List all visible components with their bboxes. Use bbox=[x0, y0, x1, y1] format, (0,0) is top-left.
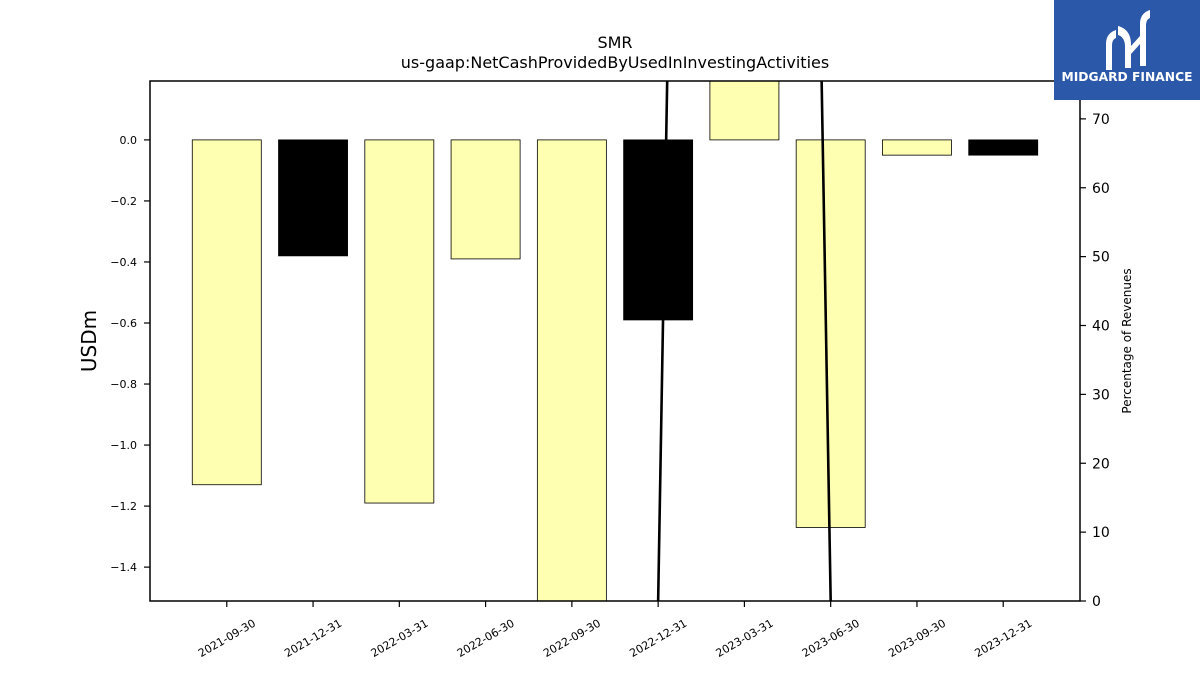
bar-series bbox=[191, 81, 1039, 601]
y-tick-label: −0.6 bbox=[110, 317, 137, 330]
chart-title: SMR bbox=[597, 33, 632, 52]
y2-tick-label: 30 bbox=[1092, 387, 1110, 403]
y2-tick-label: 50 bbox=[1092, 250, 1110, 266]
bar-2021-09-30 bbox=[191, 139, 262, 486]
left-y-axis: 0.0 −0.2 −0.4 −0.6 −0.8 −1.0 −1.2 −1.4 bbox=[110, 134, 150, 574]
y-tick-label: −1.4 bbox=[110, 561, 137, 574]
x-tick-label: 2021-09-30 bbox=[196, 617, 258, 660]
bar-2023-03-31 bbox=[709, 81, 780, 141]
x-tick-label: 2023-06-30 bbox=[800, 617, 862, 660]
y2-tick-label: 40 bbox=[1092, 319, 1110, 335]
x-tick-label: 2023-09-30 bbox=[886, 617, 948, 660]
x-tick-label: 2022-06-30 bbox=[455, 617, 517, 660]
logo-graphic: MIDGARD FINANCE bbox=[1062, 10, 1193, 84]
y2-tick-label: 10 bbox=[1092, 525, 1110, 541]
x-tick-label: 2023-12-31 bbox=[972, 617, 1034, 660]
y2-tick-label: 20 bbox=[1092, 456, 1110, 472]
x-tick-label: 2023-03-31 bbox=[714, 617, 776, 660]
plot-frame bbox=[149, 80, 1081, 602]
logo-wordmark: MIDGARD FINANCE bbox=[1062, 69, 1193, 84]
bar-2021-12-31 bbox=[278, 139, 348, 257]
y-axis-label: USDm bbox=[77, 310, 101, 372]
bar-2022-09-30 bbox=[536, 139, 607, 601]
bar-2022-12-31 bbox=[623, 139, 694, 321]
y2-tick-label: 60 bbox=[1092, 181, 1110, 197]
y2-axis-label: Percentage of Revenues bbox=[1120, 268, 1134, 413]
y2-tick-label: 0 bbox=[1092, 594, 1101, 610]
y-tick-label: 0.0 bbox=[120, 134, 138, 147]
bar-2023-06-30 bbox=[795, 139, 866, 528]
bar-2022-03-31 bbox=[364, 139, 435, 504]
y-tick-label: −1.0 bbox=[110, 439, 137, 452]
x-tick-label: 2021-12-31 bbox=[282, 617, 344, 660]
chart-subtitle: us-gaap:NetCashProvidedByUsedInInvesting… bbox=[401, 53, 829, 72]
midgard-finance-logo: MIDGARD FINANCE bbox=[1054, 0, 1200, 100]
bar-2023-12-31 bbox=[968, 139, 1039, 156]
x-tick-label: 2022-03-31 bbox=[369, 617, 431, 660]
y-tick-label: −0.8 bbox=[110, 378, 137, 391]
midgard-logo-mark-icon bbox=[1106, 10, 1150, 70]
y-tick-label: −0.4 bbox=[110, 256, 137, 269]
x-tick-label: 2022-09-30 bbox=[541, 617, 603, 660]
y-tick-label: −0.2 bbox=[110, 195, 137, 208]
right-y-axis: 0 10 20 30 40 50 60 70 bbox=[1080, 112, 1110, 610]
bar-2023-09-30 bbox=[882, 139, 952, 156]
x-tick-label: 2022-12-31 bbox=[627, 617, 689, 660]
bar-2022-06-30 bbox=[450, 139, 521, 260]
y2-tick-label: 70 bbox=[1092, 112, 1110, 128]
y-tick-label: −1.2 bbox=[110, 500, 137, 513]
x-axis: 2021-09-30 2021-12-31 2022-03-31 2022-06-30… bbox=[196, 601, 1034, 660]
